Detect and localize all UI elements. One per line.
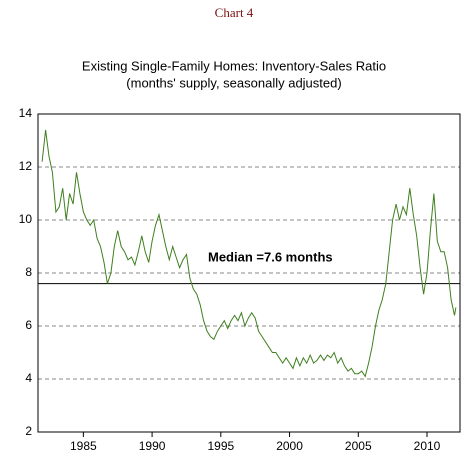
x-tick-label: 1985: [70, 439, 97, 453]
y-tick-label: 14: [19, 106, 33, 120]
chart-title: Existing Single-Family Homes: Inventory-…: [82, 58, 386, 73]
chart-header: Chart 4: [215, 5, 254, 20]
data-line: [41, 129, 457, 378]
y-tick-label: 10: [19, 212, 33, 226]
plot-frame: [37, 113, 461, 433]
y-tick-label: 4: [25, 371, 32, 385]
chart-subtitle: (months' supply, seasonally adjusted): [126, 75, 341, 90]
x-tick-label: 2010: [414, 439, 441, 453]
annotation: Median =7.6 months: [208, 249, 333, 264]
y-tick-label: 6: [25, 318, 32, 332]
y-tick-label: 12: [19, 159, 33, 173]
x-tick-label: 1990: [139, 439, 166, 453]
y-tick-label: 8: [25, 265, 32, 279]
x-tick-label: 2005: [345, 439, 372, 453]
x-tick-label: 2000: [276, 439, 303, 453]
x-tick-label: 1995: [207, 439, 234, 453]
y-tick-label: 2: [25, 424, 32, 438]
